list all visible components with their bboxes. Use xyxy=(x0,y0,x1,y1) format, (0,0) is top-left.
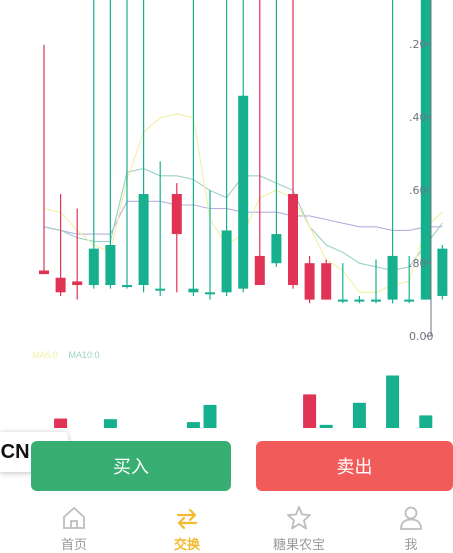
home-icon xyxy=(61,505,87,531)
volume-bar xyxy=(204,405,217,428)
tab-swap-label: 交换 xyxy=(142,534,232,553)
ma5-legend: MA5:0 xyxy=(32,350,58,360)
buy-button[interactable]: 买入 xyxy=(31,441,231,491)
volume-bar xyxy=(104,419,117,428)
tab-home[interactable]: 首页 xyxy=(29,497,119,547)
candle-body xyxy=(437,249,447,296)
candle-body xyxy=(72,281,82,285)
bottom-tab-bar: 首页 交换 糖果农宝 我 xyxy=(0,497,453,547)
price-tick-label: .80 xyxy=(409,257,427,270)
volume-bar xyxy=(54,419,67,428)
candle-body xyxy=(354,300,364,302)
candle-body xyxy=(271,234,281,263)
price-tick-label: .60 xyxy=(409,184,427,197)
candle-body xyxy=(305,263,315,299)
price-tick-label: 0.00 xyxy=(409,330,434,343)
sell-button[interactable]: 卖出 xyxy=(256,441,453,491)
swap-icon xyxy=(174,505,200,531)
kline-chart[interactable]: 0.00 .80 .60 .40 .20 xyxy=(0,0,453,430)
volume-bar xyxy=(419,415,432,428)
candle-body xyxy=(89,249,99,285)
tab-candy-farm[interactable]: 糖果农宝 xyxy=(254,497,344,547)
volume-bar xyxy=(187,422,200,428)
candle-body xyxy=(172,194,182,234)
tab-home-label: 首页 xyxy=(29,534,119,553)
candle-body xyxy=(371,300,381,302)
volume-bar xyxy=(353,403,366,428)
candle-body xyxy=(39,270,49,274)
candle-body xyxy=(404,300,414,302)
candle-body xyxy=(321,263,331,299)
candle-body xyxy=(155,289,165,291)
candle-body xyxy=(222,230,232,292)
language-label: -CN xyxy=(0,441,30,464)
candle-body xyxy=(238,96,248,289)
ma10-legend: MA10:0 xyxy=(69,350,100,360)
candle-body xyxy=(56,278,66,293)
star-icon xyxy=(286,505,312,531)
tab-me[interactable]: 我 xyxy=(366,497,453,547)
candle-body xyxy=(105,245,115,285)
volume-bar xyxy=(320,425,333,428)
ma-legend: MA5:0 MA10:0 xyxy=(32,350,108,360)
volume-bar xyxy=(386,376,399,429)
tab-me-label: 我 xyxy=(366,534,453,553)
candle-body xyxy=(139,194,149,285)
tab-candy-farm-label: 糖果农宝 xyxy=(254,534,344,553)
candle-body xyxy=(288,194,298,285)
tab-swap[interactable]: 交换 xyxy=(142,497,232,547)
price-tick-label: .40 xyxy=(409,111,427,124)
candle-body xyxy=(188,289,198,293)
user-icon xyxy=(398,505,424,531)
candle-body xyxy=(338,300,348,302)
candle-body xyxy=(205,292,215,294)
price-tick-label: .20 xyxy=(409,38,427,51)
volume-bar xyxy=(303,394,316,428)
candle-body xyxy=(388,256,398,300)
candle-body xyxy=(122,285,132,287)
candle-body xyxy=(255,256,265,285)
